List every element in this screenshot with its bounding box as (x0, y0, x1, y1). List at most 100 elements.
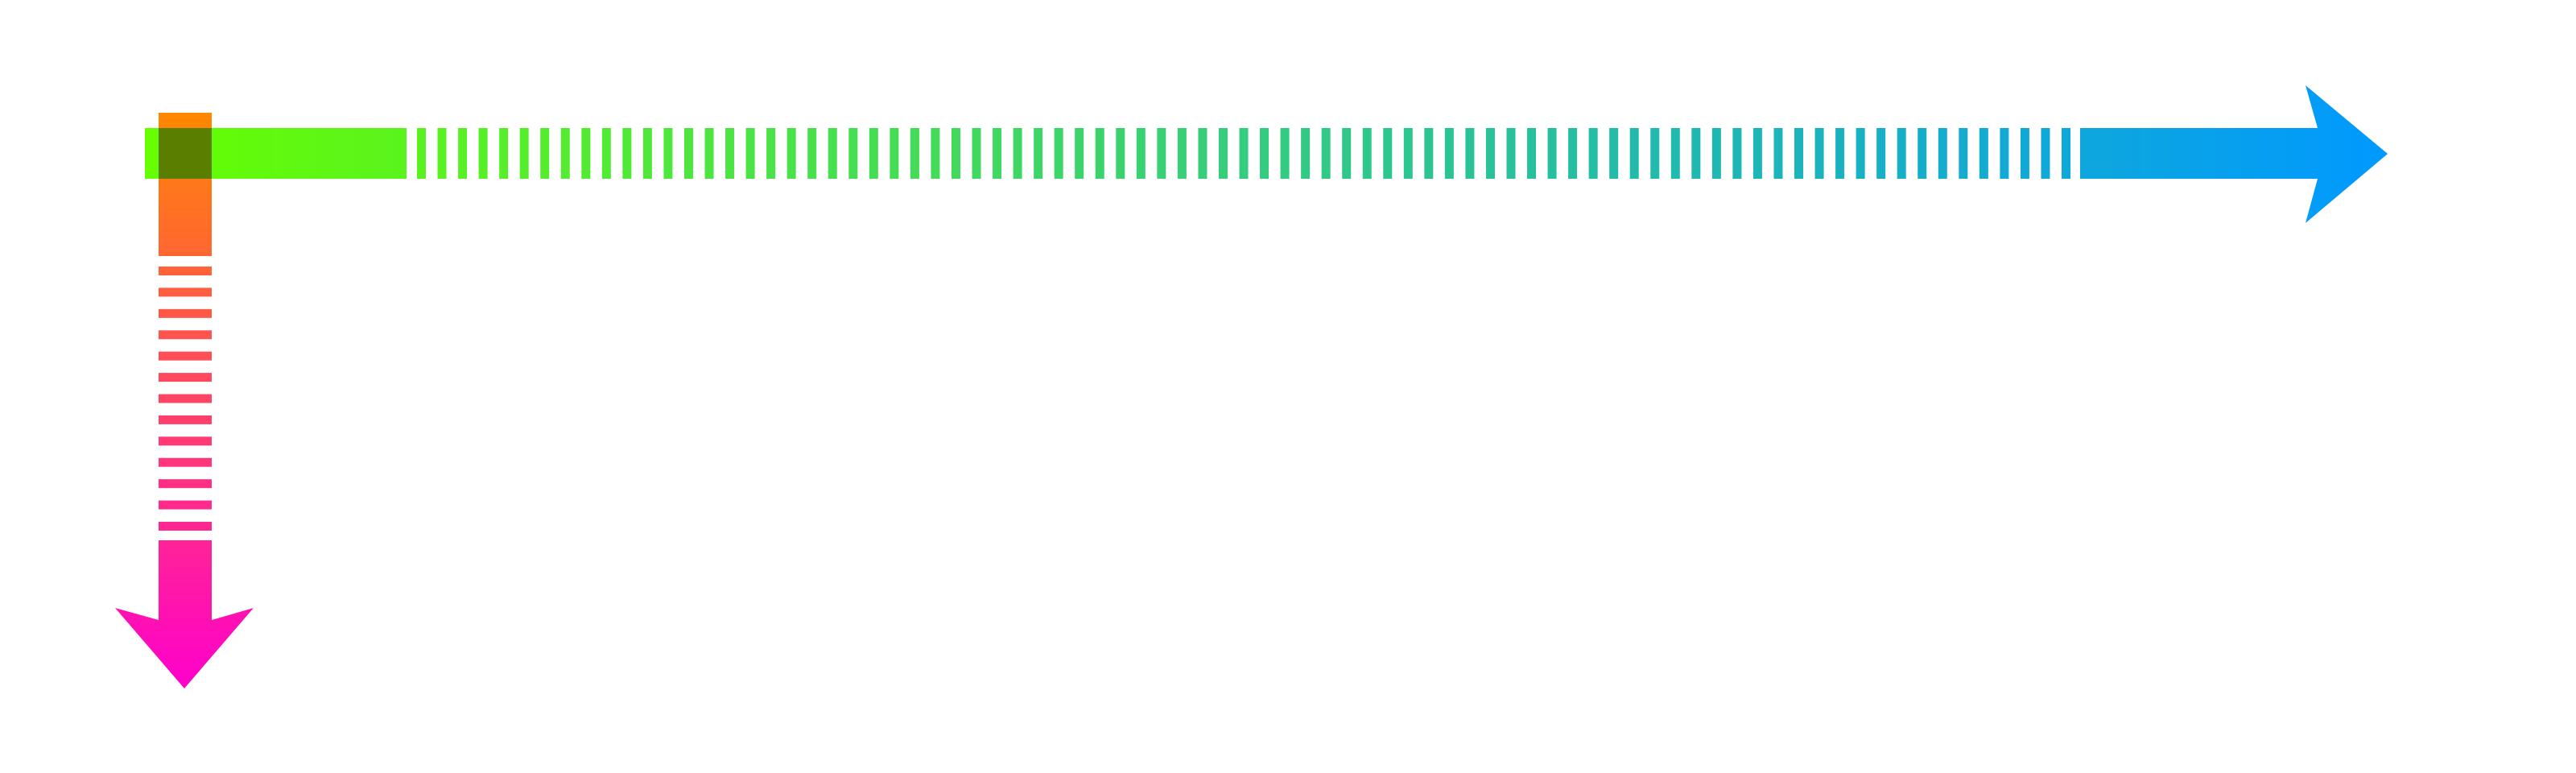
horizontal-dash (2062, 128, 2070, 179)
horizontal-dash (1609, 128, 1619, 179)
vertical-arrow (115, 113, 254, 688)
horizontal-dash (1835, 128, 1845, 179)
horizontal-dash (725, 128, 735, 179)
horizontal-dash (704, 128, 714, 179)
horizontal-dash (1301, 128, 1311, 179)
horizontal-dash (1650, 128, 1660, 179)
horizontal-dash (1075, 128, 1084, 179)
horizontal-dash (1670, 128, 1680, 179)
vertical-dash (159, 330, 212, 340)
vertical-dash (159, 436, 212, 446)
vertical-dash (159, 351, 212, 361)
horizontal-dash (1485, 128, 1495, 179)
horizontal-dash (1444, 128, 1454, 179)
horizontal-dash (1794, 128, 1804, 179)
horizontal-dash (1856, 128, 1865, 179)
vertical-arrow-dashes (159, 267, 212, 531)
horizontal-dash (910, 128, 919, 179)
horizontal-dash (848, 128, 858, 179)
horizontal-dash (601, 128, 611, 179)
horizontal-dash (1054, 128, 1063, 179)
horizontal-dash (1568, 128, 1578, 179)
horizontal-dash (478, 128, 488, 179)
horizontal-dash (1506, 128, 1516, 179)
horizontal-dash (1424, 128, 1434, 179)
horizontal-dash (581, 128, 591, 179)
horizontal-dash (1979, 128, 1988, 179)
horizontal-dash (1157, 128, 1166, 179)
horizontal-dash (622, 128, 632, 179)
horizontal-dash (745, 128, 755, 179)
horizontal-dash (1711, 128, 1721, 179)
vertical-dash (159, 522, 212, 531)
horizontal-dash (499, 128, 509, 179)
horizontal-arrow-dashes (417, 128, 2070, 179)
horizontal-dash (1034, 128, 1043, 179)
horizontal-dash (1897, 128, 1906, 179)
horizontal-dash (2000, 128, 2009, 179)
horizontal-dash (931, 128, 940, 179)
horizontal-dash (786, 128, 796, 179)
horizontal-dash (1527, 128, 1537, 179)
horizontal-dash (519, 128, 529, 179)
horizontal-dash (1342, 128, 1352, 179)
arrow-overlap-square (159, 128, 212, 179)
horizontal-dash (869, 128, 878, 179)
horizontal-dash (1876, 128, 1886, 179)
horizontal-dash (458, 128, 468, 179)
vertical-dash (159, 287, 212, 297)
horizontal-dash (1218, 128, 1228, 179)
horizontal-dash (1959, 128, 1968, 179)
horizontal-dash (1403, 128, 1413, 179)
horizontal-dash (1629, 128, 1639, 179)
horizontal-dash (1177, 128, 1187, 179)
horizontal-dash (1198, 128, 1208, 179)
vertical-dash (159, 373, 212, 382)
horizontal-dash (1938, 128, 1947, 179)
horizontal-dash (540, 128, 550, 179)
horizontal-dash (2020, 128, 2029, 179)
horizontal-dash (828, 128, 837, 179)
horizontal-dash (1260, 128, 1269, 179)
horizontal-dash (1239, 128, 1249, 179)
arrow-down-icon (115, 540, 254, 688)
horizontal-dash (972, 128, 981, 179)
horizontal-dash (1732, 128, 1742, 179)
horizontal-dash (417, 128, 426, 179)
horizontal-arrow (145, 85, 2388, 223)
horizontal-dash (766, 128, 776, 179)
horizontal-dash (1814, 128, 1824, 179)
horizontal-dash (1013, 128, 1022, 179)
horizontal-dash (2041, 128, 2050, 179)
vertical-dash (159, 500, 212, 510)
horizontal-dash (663, 128, 673, 179)
horizontal-dash (1280, 128, 1290, 179)
horizontal-dash (993, 128, 1002, 179)
vertical-dash (159, 415, 212, 424)
horizontal-dash (1547, 128, 1557, 179)
horizontal-dash (1588, 128, 1598, 179)
horizontal-dash (1752, 128, 1762, 179)
horizontal-dash (1116, 128, 1125, 179)
horizontal-dash (560, 128, 570, 179)
horizontal-dash (1095, 128, 1104, 179)
vertical-dash (159, 308, 212, 318)
vertical-dash (159, 479, 212, 489)
horizontal-dash (1465, 128, 1475, 179)
horizontal-dash (1383, 128, 1393, 179)
horizontal-dash (807, 128, 817, 179)
horizontal-dash (1136, 128, 1146, 179)
arrow-right-icon (2080, 85, 2388, 223)
horizontal-dash (1362, 128, 1372, 179)
vertical-dash (159, 267, 212, 275)
horizontal-dash (1773, 128, 1783, 179)
horizontal-dash (890, 128, 899, 179)
vertical-dash (159, 457, 212, 467)
horizontal-dash (1691, 128, 1701, 179)
horizontal-dash (1918, 128, 1927, 179)
vertical-dash (159, 394, 212, 403)
horizontal-dash (437, 128, 447, 179)
horizontal-dash (951, 128, 960, 179)
horizontal-dash (1321, 128, 1331, 179)
